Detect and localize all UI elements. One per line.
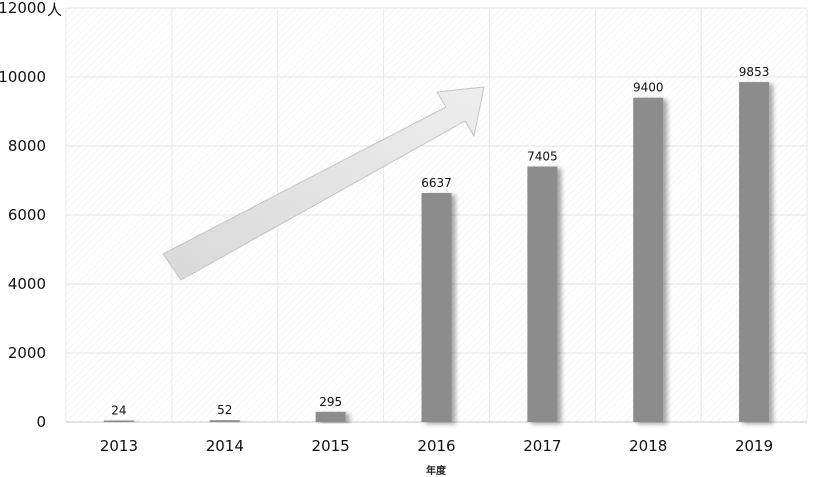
y-tick-label: 4000 (8, 275, 46, 293)
y-axis-ticks: 0 2000 4000 6000 8000 10000 12000 (0, 0, 46, 431)
x-tick-label: 2013 (100, 437, 138, 455)
bar-2017 (527, 166, 558, 422)
y-tick-label: 10000 (0, 68, 46, 86)
y-tick-label: 12000 (0, 0, 46, 17)
bar-2018 (633, 97, 664, 422)
bar-2013 (103, 420, 134, 422)
x-tick-label: 2016 (417, 437, 455, 455)
data-label-2013: 24 (111, 404, 126, 418)
data-label-2017: 7405 (527, 150, 558, 164)
y-tick-label: 2000 (8, 344, 46, 362)
y-tick-label: 8000 (8, 137, 46, 155)
x-axis-ticks: 2013 2014 2015 2016 2017 2018 2019 (100, 437, 773, 455)
data-label-2019: 9853 (739, 65, 770, 79)
x-tick-label: 2018 (629, 437, 667, 455)
x-tick-label: 2017 (523, 437, 561, 455)
y-tick-label: 0 (36, 413, 46, 431)
x-tick-label: 2015 (312, 437, 350, 455)
bar-2019 (739, 82, 770, 422)
bar-2016 (421, 193, 452, 422)
bar-2014 (209, 420, 240, 422)
x-tick-label: 2019 (735, 437, 773, 455)
data-label-2014: 52 (217, 403, 232, 417)
data-label-2015: 295 (319, 395, 342, 409)
data-labels: 24 52 295 6637 7405 9400 9853 (111, 65, 769, 417)
x-tick-label: 2014 (206, 437, 244, 455)
bar-2015 (315, 411, 346, 422)
bars (103, 82, 770, 422)
data-label-2016: 6637 (421, 176, 452, 190)
trend-arrow (162, 86, 485, 281)
y-unit-label: 人 (47, 1, 62, 19)
data-label-2018: 9400 (633, 81, 664, 95)
y-tick-label: 6000 (8, 206, 46, 224)
x-axis-title: 年度 (426, 464, 447, 477)
